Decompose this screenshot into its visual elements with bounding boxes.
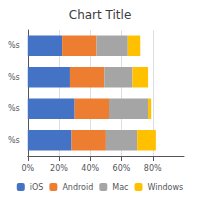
svg-text:%s: %s bbox=[8, 104, 20, 113]
svg-text:20%: 20% bbox=[50, 164, 68, 173]
svg-text:%s: %s bbox=[8, 136, 20, 145]
svg-text:%s: %s bbox=[8, 41, 20, 50]
svg-text:Windows: Windows bbox=[148, 183, 184, 192]
svg-text:60%: 60% bbox=[113, 164, 131, 173]
svg-text:0%: 0% bbox=[21, 164, 34, 173]
svg-text:Chart Title: Chart Title bbox=[69, 8, 132, 22]
svg-text:%s: %s bbox=[8, 73, 20, 82]
svg-text:80%: 80% bbox=[144, 164, 162, 173]
svg-text:40%: 40% bbox=[81, 164, 99, 173]
svg-text:Android: Android bbox=[62, 183, 93, 192]
svg-text:Mac: Mac bbox=[112, 183, 128, 192]
svg-text:iOS: iOS bbox=[30, 183, 44, 192]
